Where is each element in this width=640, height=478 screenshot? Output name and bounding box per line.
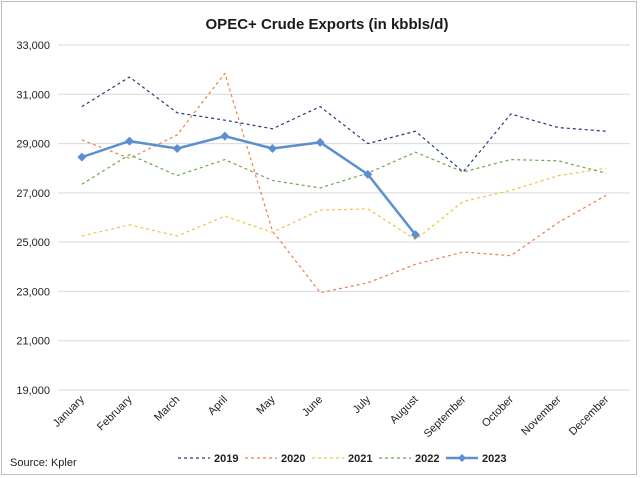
y-tick-label: 27,000 — [16, 188, 50, 200]
data-point-2023 — [411, 230, 420, 240]
y-tick-label: 31,000 — [16, 89, 50, 101]
series-line-2020 — [81, 72, 607, 294]
x-tick-label: December — [567, 393, 612, 438]
x-tick-label: August — [388, 394, 421, 427]
grid — [58, 44, 630, 391]
series-line-2019 — [81, 76, 607, 173]
x-tick-label: September — [422, 393, 469, 440]
data-point-2023 — [220, 131, 230, 141]
y-tick-label: 21,000 — [16, 336, 50, 348]
legend-label-2022: 2022 — [415, 453, 439, 465]
x-tick-label: July — [351, 393, 374, 416]
y-tick-label: 29,000 — [16, 139, 50, 151]
y-tick-label: 25,000 — [16, 237, 50, 249]
data-point-2023 — [315, 137, 325, 147]
x-tick-label: February — [95, 393, 135, 433]
legend-label-2020: 2020 — [281, 453, 305, 465]
data-point-2023 — [363, 169, 373, 179]
y-tick-label: 19,000 — [16, 385, 50, 397]
y-tick-label: 33,000 — [16, 40, 50, 52]
data-point-2023 — [268, 144, 277, 153]
x-axis-ticks: January February March April May June July Augu… — [51, 393, 612, 440]
legend-label-2023: 2023 — [482, 453, 506, 465]
x-tick-label: January — [51, 393, 88, 430]
x-tick-label: October — [480, 393, 516, 429]
legend-label-2019: 2019 — [214, 453, 238, 465]
legend-label-2021: 2021 — [348, 453, 372, 465]
y-tick-label: 23,000 — [16, 286, 50, 298]
series-line-2022 — [81, 151, 607, 189]
legend-marker-2023 — [458, 454, 466, 462]
x-tick-label: March — [152, 394, 182, 424]
series-line-2023 — [81, 134, 417, 236]
x-tick-label: June — [300, 394, 325, 419]
data-point-2023 — [77, 152, 87, 162]
data-point-2023 — [172, 144, 182, 153]
series-line-2021 — [81, 167, 607, 241]
x-tick-label: May — [254, 393, 278, 417]
source-note: Source: Kpler — [10, 457, 77, 469]
data-point-2023 — [125, 136, 134, 146]
y-axis-ticks: 19,000 21,000 23,000 25,000 27,000 29,000 31,0… — [16, 40, 50, 397]
x-tick-label: November — [519, 393, 564, 438]
chart-title: OPEC+ Crude Exports (in kbbls/d) — [206, 16, 449, 33]
series-lines — [77, 72, 607, 294]
x-tick-label: April — [206, 394, 230, 418]
legend: 2019 2020 2021 2022 2023 — [178, 453, 506, 465]
